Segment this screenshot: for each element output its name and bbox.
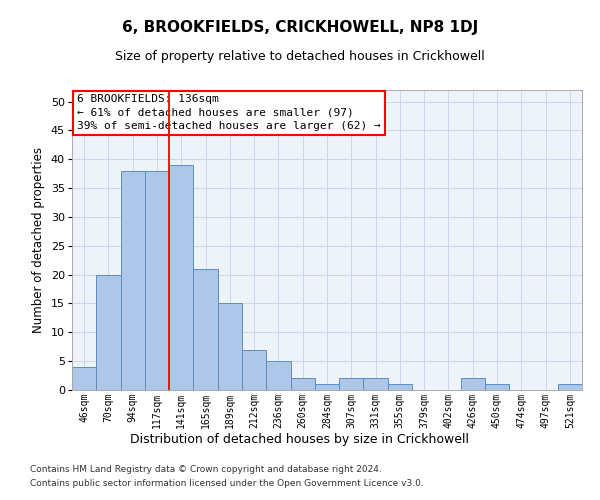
Bar xyxy=(290,378,315,390)
Bar xyxy=(485,384,509,390)
Bar xyxy=(461,378,485,390)
Bar xyxy=(339,378,364,390)
Bar xyxy=(266,361,290,390)
Bar xyxy=(72,367,96,390)
Bar xyxy=(193,269,218,390)
Bar xyxy=(388,384,412,390)
Bar xyxy=(315,384,339,390)
Text: 6, BROOKFIELDS, CRICKHOWELL, NP8 1DJ: 6, BROOKFIELDS, CRICKHOWELL, NP8 1DJ xyxy=(122,20,478,35)
Bar xyxy=(169,165,193,390)
Text: Distribution of detached houses by size in Crickhowell: Distribution of detached houses by size … xyxy=(131,432,470,446)
Bar xyxy=(242,350,266,390)
Bar xyxy=(121,171,145,390)
Bar xyxy=(96,274,121,390)
Y-axis label: Number of detached properties: Number of detached properties xyxy=(32,147,46,333)
Text: Contains public sector information licensed under the Open Government Licence v3: Contains public sector information licen… xyxy=(30,479,424,488)
Bar xyxy=(145,171,169,390)
Text: 6 BROOKFIELDS: 136sqm
← 61% of detached houses are smaller (97)
39% of semi-deta: 6 BROOKFIELDS: 136sqm ← 61% of detached … xyxy=(77,94,381,131)
Bar xyxy=(558,384,582,390)
Text: Contains HM Land Registry data © Crown copyright and database right 2024.: Contains HM Land Registry data © Crown c… xyxy=(30,466,382,474)
Bar xyxy=(364,378,388,390)
Bar xyxy=(218,304,242,390)
Text: Size of property relative to detached houses in Crickhowell: Size of property relative to detached ho… xyxy=(115,50,485,63)
